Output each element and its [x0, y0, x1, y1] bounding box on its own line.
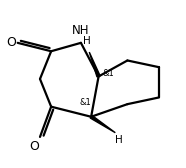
Text: &1: &1	[103, 69, 114, 78]
Text: &1: &1	[80, 98, 92, 107]
Text: H: H	[115, 135, 123, 145]
Text: O: O	[29, 140, 39, 154]
Text: O: O	[6, 36, 16, 49]
Text: NH: NH	[72, 24, 90, 37]
Text: H: H	[83, 36, 90, 46]
Polygon shape	[89, 52, 100, 77]
Polygon shape	[90, 116, 115, 133]
